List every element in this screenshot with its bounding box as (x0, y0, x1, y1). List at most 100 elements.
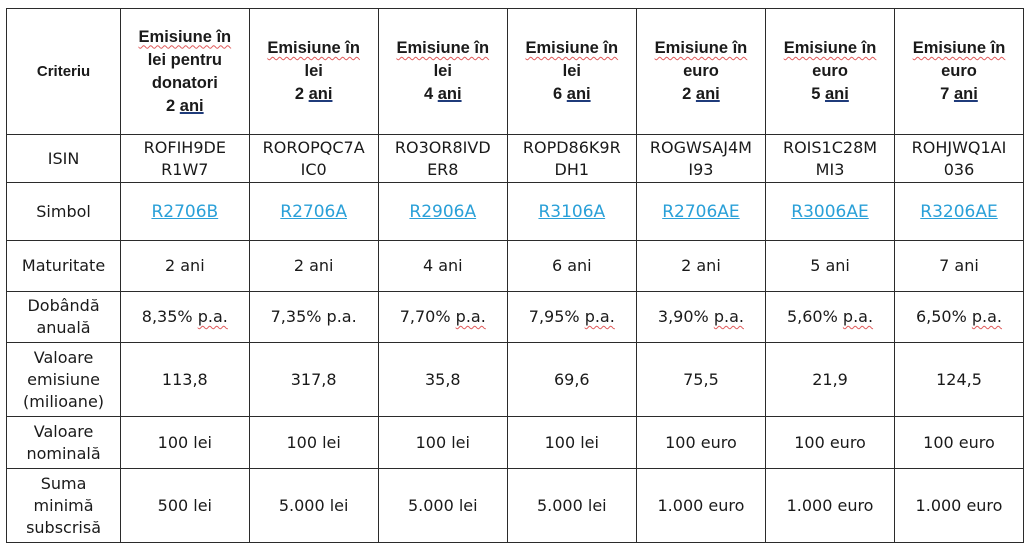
unit-label: p.a. (455, 307, 486, 326)
interest-cell: 7,95% p.a. (506, 291, 637, 343)
header-line: lei (433, 62, 452, 80)
header-line: lei (304, 62, 323, 80)
symbol-link[interactable]: R2906A (409, 201, 477, 222)
isin-cell: ROGWSAJ4M I93 (635, 134, 767, 183)
unit-label: p.a. (842, 307, 874, 326)
column-header: Emisiune în lei 6 ani (506, 8, 637, 135)
header-line: Emisiune în (267, 39, 360, 57)
header-line: donatori (151, 73, 218, 92)
nominal-value-cell: 100 euro (765, 416, 895, 469)
header-years-word: ani (824, 85, 849, 103)
column-header: Emisiune în euro 7 ani (893, 8, 1024, 135)
row-label: Valoare emisiune (milioane) (5, 342, 122, 417)
header-years-num: 2 (166, 96, 176, 115)
maturity-cell: 2 ani (120, 240, 250, 292)
header-years-num: 5 (811, 85, 821, 103)
header-line: Emisiune în (396, 39, 490, 57)
min-subscription-cell: 1.000 euro (765, 468, 895, 543)
header-line: lei (562, 62, 581, 80)
nominal-value-cell: 100 euro (635, 416, 767, 469)
isin-cell: ROHJWQ1AI 036 (893, 134, 1024, 183)
dobanda-row: Dobândă anuală 8,35% p.a. 7,35% p.a. 7,7… (5, 291, 1024, 343)
min-subscription-cell: 1.000 euro (635, 468, 767, 543)
maturity-cell: 2 ani (248, 240, 379, 292)
maturity-cell: 6 ani (506, 240, 637, 292)
header-years-num: 4 (423, 85, 434, 103)
column-header: Emisiune în lei pentru donatori 2 ani (120, 8, 250, 135)
column-header: Emisiune în euro 2 ani (635, 8, 767, 135)
row-label: Maturitate (5, 240, 122, 292)
issue-value-cell: 69,6 (506, 342, 637, 417)
interest-cell: 7,70% p.a. (377, 291, 508, 343)
min-subscription-cell: 500 lei (120, 468, 250, 543)
header-years-word: ani (566, 85, 591, 103)
issue-value-cell: 317,8 (248, 342, 379, 417)
maturity-cell: 5 ani (765, 240, 895, 292)
issue-value-cell: 35,8 (377, 342, 508, 417)
unit-label: p.a. (197, 307, 228, 326)
unit-label: p.a. (326, 307, 357, 326)
valoare-nominala-row: Valoare nominală 100 lei 100 lei 100 lei… (5, 416, 1024, 469)
header-line: Emisiune în (654, 39, 748, 57)
maturity-cell: 7 ani (893, 240, 1024, 292)
header-line: lei pentru (147, 50, 222, 69)
isin-cell: RO3OR8IVD ER8 (377, 134, 508, 183)
simbol-row: Simbol R2706B R2706A R2906A R3106A R2706… (5, 182, 1024, 241)
symbol-link[interactable]: R2706A (280, 201, 348, 222)
row-label: Dobândă anuală (5, 291, 122, 343)
header-years-word: ani (179, 96, 204, 115)
column-header: Emisiune în lei 2 ani (248, 8, 379, 135)
header-line: euro (812, 62, 848, 80)
maturitate-row: Maturitate 2 ani 2 ani 4 ani 6 ani 2 ani… (5, 240, 1024, 292)
min-subscription-cell: 5.000 lei (248, 468, 379, 543)
column-header: Emisiune în lei 4 ani (377, 8, 508, 135)
unit-label: p.a. (713, 307, 744, 326)
header-years-word: ani (308, 85, 333, 103)
header-years-num: 6 (552, 85, 563, 103)
issue-value-cell: 21,9 (765, 342, 895, 417)
header-years-num: 2 (682, 85, 692, 103)
symbol-link[interactable]: R3106A (538, 201, 606, 222)
maturity-cell: 2 ani (635, 240, 767, 292)
header-line: Emisiune în (912, 39, 1006, 57)
issue-value-cell: 75,5 (635, 342, 767, 417)
isin-cell: ROFIH9DE R1W7 (120, 134, 250, 183)
symbol-link[interactable]: R3006AE (791, 201, 869, 222)
isin-row: ISIN ROFIH9DE R1W7 ROROPQC7A IC0 RO3OR8I… (5, 134, 1024, 183)
isin-cell: ROROPQC7A IC0 (248, 134, 379, 183)
min-subscription-cell: 1.000 euro (893, 468, 1024, 543)
symbol-link[interactable]: R3206AE (920, 201, 998, 222)
header-years-word: ani (437, 85, 462, 103)
header-row: Criteriu Emisiune în lei pentru donatori… (5, 8, 1024, 135)
unit-label: p.a. (971, 307, 1003, 326)
nominal-value-cell: 100 lei (248, 416, 379, 469)
interest-cell: 8,35% p.a. (120, 291, 250, 343)
row-label: ISIN (5, 134, 122, 183)
min-subscription-cell: 5.000 lei (377, 468, 508, 543)
unit-label: p.a. (584, 307, 615, 326)
interest-cell: 7,35% p.a. (248, 291, 379, 343)
row-label: Suma minimă subscrisă (5, 468, 122, 543)
nominal-value-cell: 100 euro (893, 416, 1024, 469)
row-label: Valoare nominală (5, 416, 122, 469)
isin-cell: ROPD86K9R DH1 (506, 134, 637, 183)
interest-cell: 6,50% p.a. (893, 291, 1024, 343)
issue-value-cell: 113,8 (120, 342, 250, 417)
maturity-cell: 4 ani (377, 240, 508, 292)
nominal-value-cell: 100 lei (120, 416, 250, 469)
symbol-link[interactable]: R2706AE (662, 201, 740, 222)
criteria-header: Criteriu (5, 8, 122, 135)
header-line: Emisiune în (138, 27, 232, 46)
header-years-num: 7 (940, 85, 950, 103)
header-line: euro (683, 62, 719, 80)
header-years-word: ani (695, 85, 720, 103)
header-line: Emisiune în (783, 39, 877, 57)
interest-cell: 5,60% p.a. (765, 291, 895, 343)
header-years-word: ani (953, 85, 978, 103)
symbol-link[interactable]: R2706B (151, 201, 219, 222)
header-years-num: 2 (294, 85, 305, 103)
nominal-value-cell: 100 lei (377, 416, 508, 469)
column-header: Emisiune în euro 5 ani (765, 8, 895, 135)
suma-minima-row: Suma minimă subscrisă 500 lei 5.000 lei … (5, 468, 1024, 543)
valoare-emisiune-row: Valoare emisiune (milioane) 113,8 317,8 … (5, 342, 1024, 417)
